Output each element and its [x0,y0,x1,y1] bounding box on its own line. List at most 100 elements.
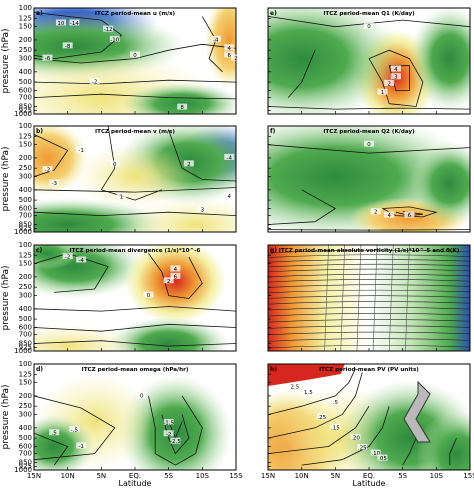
x-tick-label: EQ. [363,472,375,480]
contour-label-bg [357,443,368,450]
y-tick-label: 850 [19,103,32,111]
y-tick-label: 850 [19,221,32,229]
contour-label: -1 [78,148,83,154]
contour-label: 0 [113,162,117,168]
contour-label-bg [370,208,381,215]
contour-line [34,79,236,85]
y-tick-label: 250 [19,402,32,410]
theta-contour [268,344,470,349]
panel-f: f) ITCZ period-mean Q2 (K/day) 0 2 4 6 [267,125,471,233]
contour-label-bg [89,78,100,85]
contour-label: -4 [213,37,219,43]
y-tick-label: 150 [19,379,32,387]
panel-e: e) ITCZ period-mean Q1 (K/day) 0 123 4 [267,7,471,115]
contour-label-bg [42,54,53,61]
contour-label: .15 [331,425,340,431]
x-tick-label: 5N [330,472,340,480]
contour-label: 0 [367,142,371,148]
contour-line [268,405,370,454]
vorticity-contour [356,245,362,351]
contour-label: -14 [70,21,79,27]
panel-title: ITCZ period-mean divergence (1/s)*10^-6 [70,248,201,254]
y-tick-label: 500 [19,78,32,86]
contour-label: 1 [120,195,124,201]
contour-label: 0 [147,293,151,299]
x-tick-label: 10S [430,472,444,480]
contour-line [34,43,236,64]
contour-label: -2 [65,255,70,261]
shading [268,364,470,470]
shading-blob [74,144,196,209]
shading-blob [124,245,226,324]
theta-contour [268,263,470,268]
y-tick-label: 125 [19,251,32,259]
contour-label: 4 [174,267,178,273]
contour-line [268,144,470,154]
contour-label: .25 [358,445,367,451]
contour-line [34,93,236,100]
shading-blob [205,8,236,88]
contour-label-bg [224,153,235,160]
y-tick-label: 125 [19,14,32,22]
contour-line [268,372,363,439]
theta-contour [268,338,470,342]
vorticity-contour [372,245,378,351]
contour-line [301,406,390,466]
y-tick-label: 600 [19,86,32,94]
contour-label: -4 [78,258,84,264]
contour-line [34,306,236,312]
y-tick-label: 1000 [14,110,32,118]
y-tick-label: 1000 [14,347,32,355]
theta-contour [268,319,470,323]
shading [34,126,236,232]
vorticity-contour [405,245,410,351]
contour-line [34,211,236,217]
contour-label-bg [136,391,147,398]
panel-label: h) [270,366,277,373]
contour-label: 2 [167,279,171,285]
y-tick-label: 300 [19,292,32,300]
x-tick-label: 5S [398,472,407,480]
y-tick-label: 100 [19,241,32,249]
contour-label: 2 [187,162,191,168]
contour-label-bg [163,430,174,437]
contour-line [168,130,236,182]
x-tick-label: 5S [164,472,173,480]
contour-label-bg [76,256,87,263]
y-tick-label: 125 [19,132,32,140]
contour-label-bg [316,413,327,420]
theta-contour [268,273,470,278]
pv-high-band [268,364,345,386]
contour-label: -8 [65,44,71,50]
y-tick-label: 300 [19,173,32,181]
x-tick-label: 15N [27,472,41,480]
theta-contour [268,249,470,254]
theta-contour [268,359,470,362]
contour-label: -4 [227,155,233,161]
contour-label: -10 [110,37,119,43]
shading [268,8,470,114]
contour-label-bg [163,418,174,425]
contour-label: 0 [367,24,371,30]
shading-blob [34,414,95,470]
shading-blob [416,411,470,470]
contour-label-bg [384,79,395,86]
y-tick-label: 850 [19,340,32,348]
y-tick-label: 200 [19,273,32,281]
y-tick-label: 100 [19,122,32,130]
y-tick-label: 700 [19,450,32,458]
contour-label-bg [197,205,208,212]
y-tick-label: 925 [19,106,32,114]
contour-line [449,437,457,466]
contour-label: 2 [234,56,238,62]
contour-line [201,16,223,73]
y-tick-label: 925 [19,462,32,470]
panel-title: ITCZ period-mean u (m/s) [95,11,176,17]
shading [34,373,232,470]
x-tick-label: 10N [295,472,309,480]
contour-line [34,252,109,293]
contour-label-bg [224,44,235,51]
y-tick-label: 100 [19,360,32,368]
